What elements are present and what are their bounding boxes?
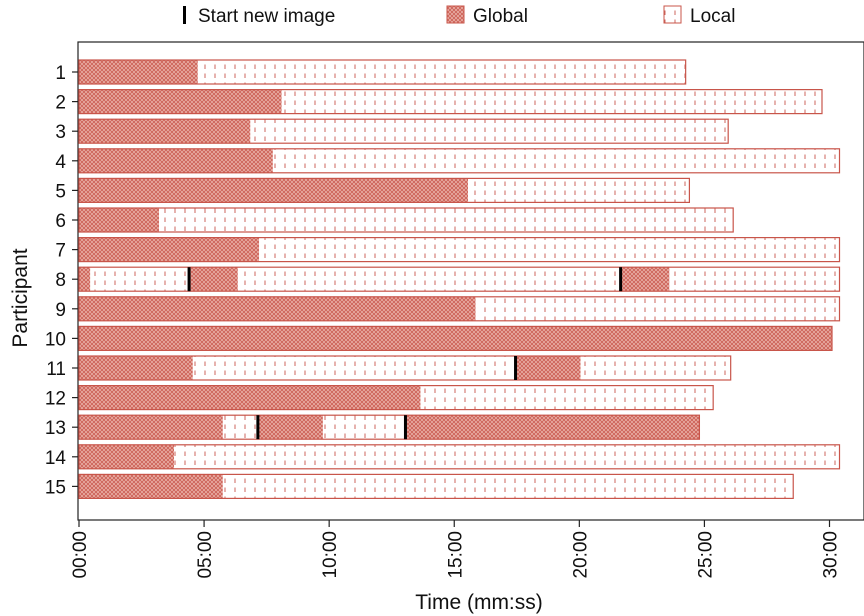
bar-segment-local — [475, 296, 840, 321]
bar-segment-local — [197, 60, 686, 84]
bar-segment-global — [79, 356, 193, 380]
bar-outline — [78, 385, 714, 411]
x-tick-label: 30:00 — [821, 531, 842, 579]
bar-segment-local — [272, 148, 840, 173]
x-axis-ticks: 00:00 05:00 10:00 15:00 20:00 25:00 30:00 — [70, 520, 842, 579]
legend-label-global: Global — [473, 6, 528, 27]
y-tick-label: 10 — [45, 329, 66, 350]
bar-segment-global — [79, 267, 91, 292]
y-tick-label: 12 — [45, 389, 66, 410]
bar-outline — [78, 473, 794, 499]
bar-outline — [78, 177, 691, 203]
bar-outline — [78, 355, 732, 381]
y-tick-label: 3 — [55, 122, 66, 143]
bar-segment-global — [79, 60, 198, 84]
legend-marker-start — [183, 6, 186, 24]
bar-segment-local — [90, 267, 190, 292]
bar-segment-global — [79, 237, 260, 262]
bar-segment-local — [250, 119, 729, 144]
new-image-markers — [187, 267, 623, 440]
legend-swatch-global — [446, 5, 465, 24]
bar-segment-global — [79, 444, 175, 469]
bar-segment-local — [222, 415, 258, 440]
legend-label-start: Start new image — [198, 6, 335, 27]
new-image-marker — [256, 415, 260, 440]
bar-outline — [78, 444, 841, 470]
bar-segment-local — [222, 474, 794, 499]
bar-segment-global — [189, 267, 238, 292]
y-tick-label: 8 — [55, 270, 66, 291]
bar-segment-global — [79, 148, 273, 173]
bar-segment-local — [237, 267, 621, 292]
bar-outline — [78, 148, 841, 174]
bar-segment-local — [468, 178, 690, 203]
bar-segment-local — [281, 89, 822, 114]
bars — [78, 59, 841, 499]
bar-segment-global — [515, 356, 581, 380]
bar-segment-local — [669, 267, 840, 292]
bar-segment-global — [79, 296, 476, 321]
bar-segment-global — [79, 89, 282, 114]
legend-swatch-local — [663, 5, 682, 24]
x-tick-label: 05:00 — [195, 531, 216, 579]
bar-segment-global — [620, 267, 670, 292]
bar-segment-local — [259, 237, 840, 262]
bar-segment-global — [79, 208, 160, 232]
bar-segment-global — [79, 385, 421, 410]
y-tick-label: 5 — [55, 181, 66, 202]
new-image-marker — [514, 356, 518, 380]
bar-segment-global — [405, 415, 700, 440]
bar-segment-global — [79, 178, 469, 203]
y-tick-label: 11 — [46, 359, 66, 380]
x-tick-label: 20:00 — [570, 531, 591, 579]
bar-segment-global — [79, 119, 251, 144]
bar-outline — [78, 118, 729, 144]
y-tick-label: 9 — [55, 300, 66, 321]
x-tick-label: 15:00 — [445, 531, 466, 579]
new-image-marker — [187, 267, 191, 292]
y-tick-label: 7 — [55, 241, 66, 262]
y-tick-label: 13 — [45, 418, 66, 439]
x-tick-label: 10:00 — [320, 531, 341, 579]
y-tick-label: 14 — [45, 448, 67, 469]
y-tick-label: 15 — [45, 477, 66, 498]
new-image-marker — [403, 415, 407, 440]
y-tick-label: 6 — [55, 211, 66, 232]
bar-segment-local — [322, 415, 406, 440]
bar-outline — [78, 266, 841, 292]
y-tick-label: 2 — [55, 93, 66, 114]
bar-outline — [78, 237, 841, 263]
bar-outline — [78, 325, 833, 351]
x-tick-label: 25:00 — [695, 531, 716, 579]
bar-outline — [78, 296, 841, 322]
y-tick-label: 4 — [55, 152, 66, 173]
x-tick-label: 00:00 — [70, 531, 91, 579]
bar-segment-local — [159, 208, 734, 232]
bar-segment-local — [192, 356, 516, 380]
bar-segment-global — [257, 415, 323, 440]
legend: Start new image Global Local — [183, 5, 735, 27]
bar-outline — [78, 414, 701, 440]
y-axis-title: Participant — [9, 248, 32, 347]
plot-frame — [77, 41, 864, 521]
x-axis-title: Time (mm:ss) — [415, 591, 543, 614]
bar-segment-local — [580, 356, 731, 380]
bar-outline — [78, 207, 734, 233]
bar-segment-global — [79, 415, 223, 440]
bar-segment-local — [420, 385, 714, 410]
legend-label-local: Local — [690, 6, 735, 27]
new-image-marker — [619, 267, 623, 292]
bar-segment-global — [79, 474, 223, 499]
bar-outline — [78, 88, 823, 115]
bar-segment-global — [79, 326, 833, 351]
y-tick-label: 1 — [55, 63, 66, 84]
bar-outline — [78, 59, 687, 85]
bar-segment-local — [174, 444, 840, 469]
